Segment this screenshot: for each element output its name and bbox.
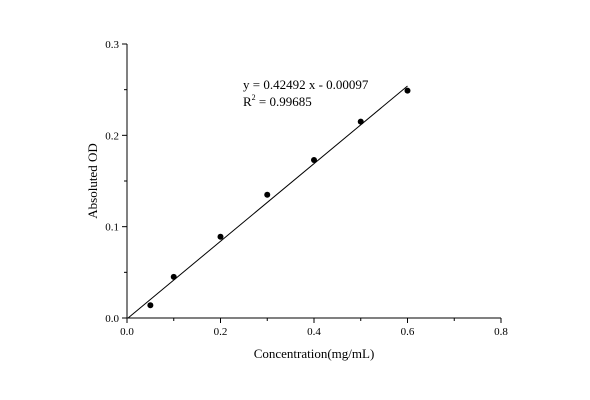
x-tick-label: 0.6 <box>401 326 415 338</box>
r-squared-number: = 0.99685 <box>256 94 312 109</box>
data-point <box>404 87 411 94</box>
r-squared-value: R2 = 0.99685 <box>243 93 312 109</box>
x-axis-tick-labels: 0.0 0.2 0.4 0.6 0.8 <box>120 326 508 338</box>
data-points <box>147 87 411 309</box>
data-point <box>311 156 317 163</box>
x-tick-label: 0.4 <box>307 326 321 338</box>
y-tick-label: 0.2 <box>105 130 119 142</box>
x-tick-label: 0.2 <box>214 326 228 338</box>
data-point <box>264 191 271 198</box>
regression-equation: y = 0.42492 x - 0.00097 <box>243 77 369 92</box>
plot-area: 0.0 0.2 0.4 0.6 0.8 0.0 0.1 0.2 0.3 <box>105 39 508 338</box>
data-point <box>217 233 224 240</box>
r-squared-exponent: 2 <box>252 93 256 102</box>
x-axis-title: Concentration(mg/mL) <box>254 346 375 361</box>
y-axis-title: Absoluted OD <box>85 143 100 218</box>
r-squared-prefix: R <box>243 94 252 109</box>
x-axis-ticks <box>126 318 502 323</box>
data-point <box>147 302 154 309</box>
y-tick-label: 0.0 <box>105 313 119 325</box>
y-tick-label: 0.3 <box>105 39 119 51</box>
y-tick-label: 0.1 <box>105 222 119 234</box>
y-axis-ticks <box>122 43 127 319</box>
x-tick-label: 0.8 <box>494 326 508 338</box>
x-tick-label: 0.0 <box>120 326 134 338</box>
y-axis-tick-labels: 0.0 0.1 0.2 0.3 <box>105 39 119 325</box>
data-point <box>170 273 177 280</box>
data-point <box>357 118 364 125</box>
regression-line <box>127 85 408 319</box>
